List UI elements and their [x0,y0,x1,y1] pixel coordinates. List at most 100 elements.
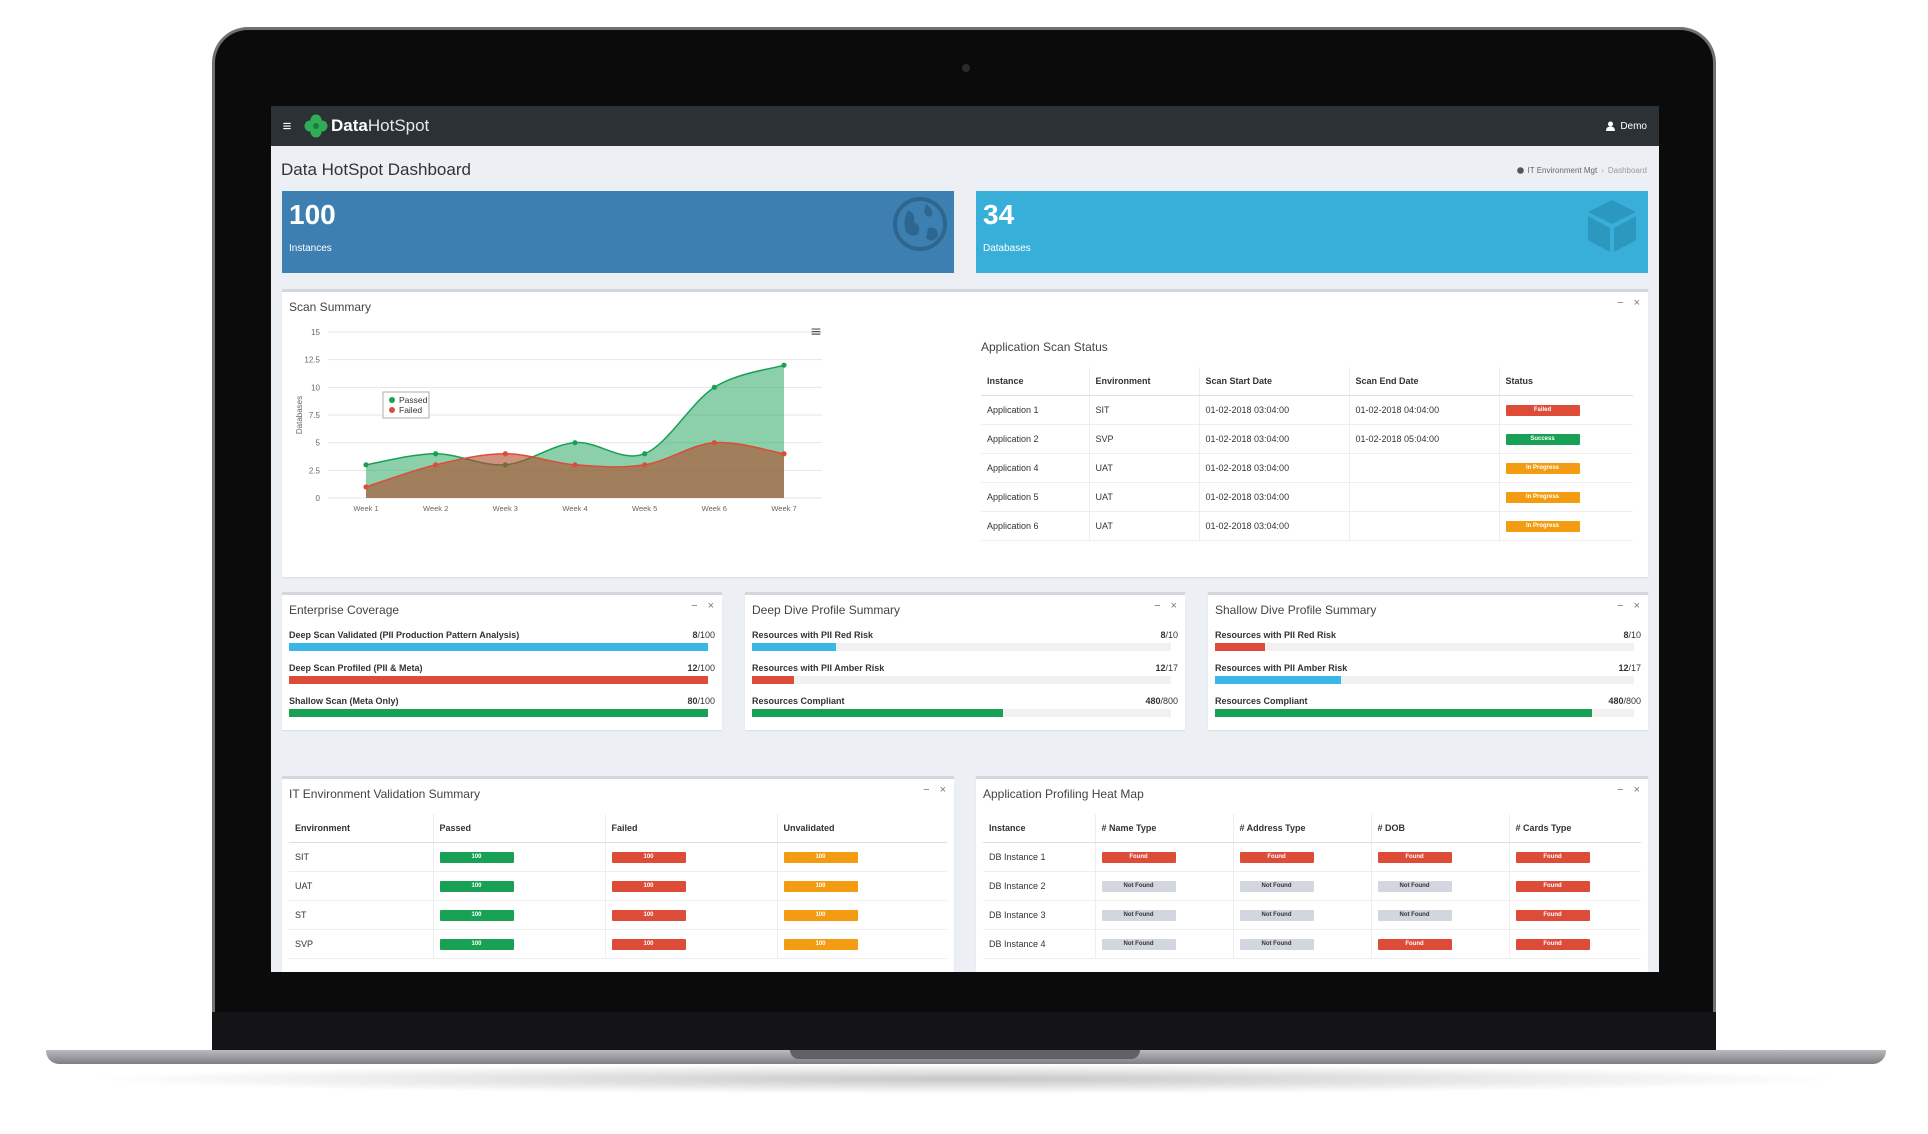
laptop-shadow [80,1064,1850,1094]
progress-value: 8 [1623,630,1629,640]
data-point[interactable] [502,451,508,457]
progress-track [289,709,708,717]
data-point[interactable] [711,440,717,446]
table-row[interactable]: Application 6 UAT 01-02-2018 03:04:00 In Pr… [981,511,1633,541]
close-icon[interactable]: × [1633,297,1640,309]
data-point[interactable] [642,451,648,457]
close-icon[interactable]: × [1633,600,1640,612]
env-validation-panel: IT Environment Validation Summary − × En… [282,776,954,972]
table-row[interactable]: DB Instance 3 Not Found Not Found Not Found… [983,900,1641,930]
progress-track [752,709,1171,717]
data-point[interactable] [781,362,787,368]
environment-cell: UAT [1089,453,1200,483]
column-header[interactable]: Instance [983,814,1096,843]
legend-label[interactable]: Failed [399,405,422,415]
heat-cell: Found [1509,900,1641,930]
progress-track [1215,643,1634,651]
data-point[interactable] [363,462,369,468]
app-logo[interactable]: Data HotSpot [303,113,429,139]
close-icon[interactable]: × [1170,600,1177,612]
globe-icon [893,197,947,251]
column-header[interactable]: # Cards Type [1509,814,1641,843]
data-point[interactable] [642,462,648,468]
logo-text-bold: Data [331,116,368,135]
data-point[interactable] [711,384,717,390]
column-header[interactable]: Unvalidated [777,814,947,843]
found-badge: Found [1377,939,1452,950]
minimize-icon[interactable]: − [691,600,698,612]
legend-label[interactable]: Passed [399,395,428,405]
progress-count: 12/17 [1155,663,1178,673]
column-header[interactable]: Passed [433,814,606,843]
close-icon[interactable]: × [939,784,946,796]
failed-badge: 100 [611,910,686,921]
status-badge: Success [1505,434,1580,445]
scan-summary-panel: Scan Summary − × 0 2.5 5 7.5 10 12.5 15 Week 1 W… [282,289,1648,577]
table-row[interactable]: Application 1 SIT 01-02-2018 03:04:00 01-02… [981,395,1633,425]
table-row[interactable]: Application 5 UAT 01-02-2018 03:04:00 In Pr… [981,482,1633,512]
minimize-icon[interactable]: − [1617,297,1624,309]
table-row[interactable]: SIT 100 100 100 [289,842,947,872]
databases-info-box[interactable]: 34 Databases [976,191,1648,273]
panel-title: Application Profiling Heat Map [983,787,1144,801]
instances-info-box[interactable]: 100 Instances [282,191,954,273]
progress-total: /100 [697,696,715,706]
y-axis-label: Databases [295,396,304,434]
column-header[interactable]: Status [1499,367,1633,396]
x-tick-label: Week 3 [493,504,518,513]
panel-tools: − × [1617,784,1640,796]
chart-menu-icon[interactable]: ≡ [810,324,822,340]
panel-tools: − × [1617,297,1640,309]
column-header[interactable]: Scan End Date [1349,367,1500,396]
instance-cell: DB Instance 3 [983,900,1096,930]
y-tick-label: 2.5 [309,466,321,475]
column-header[interactable]: Environment [289,814,434,843]
data-point[interactable] [363,484,369,490]
table-row[interactable]: Application 2 SVP 01-02-2018 03:04:00 01-02… [981,424,1633,454]
logo-text-light: HotSpot [367,116,430,135]
y-tick-label: 12.5 [304,356,320,365]
column-header[interactable]: Scan Start Date [1199,367,1350,396]
heat-cell: Found [1509,871,1641,901]
close-icon[interactable]: × [1633,784,1640,796]
minimize-icon[interactable]: − [923,784,930,796]
minimize-icon[interactable]: − [1617,784,1624,796]
x-tick-label: Week 6 [702,504,727,513]
column-header[interactable]: # DOB [1371,814,1510,843]
close-icon[interactable]: × [707,600,714,612]
data-point[interactable] [781,451,787,457]
failed-cell: 100 [605,900,778,930]
table-row[interactable]: DB Instance 1 Found Found Found Found [983,842,1641,872]
progress-value: 12 [687,663,698,673]
table-row[interactable]: SVP 100 100 100 [289,929,947,959]
instance-cell: DB Instance 1 [983,842,1096,872]
progress-label: Resources with PII Red Risk [1215,630,1337,640]
column-header[interactable]: # Name Type [1095,814,1234,843]
table-row[interactable]: UAT 100 100 100 [289,871,947,901]
unvalidated-cell: 100 [777,929,947,959]
hamburger-menu-icon[interactable]: ≡ [282,117,292,135]
passed-badge: 100 [439,881,514,892]
breadcrumb-parent[interactable]: IT Environment Mgt [1527,166,1598,175]
table-row[interactable]: DB Instance 4 Not Found Not Found Found Foun… [983,929,1641,959]
progress-total: /800 [1623,696,1641,706]
scan-start-cell: 01-02-2018 03:04:00 [1199,482,1350,512]
column-header[interactable]: Instance [981,367,1090,396]
column-header[interactable]: Environment [1089,367,1200,396]
data-point[interactable] [572,440,578,446]
user-menu[interactable]: Demo [1606,106,1647,146]
table-row[interactable]: DB Instance 2 Not Found Not Found Not Found… [983,871,1641,901]
table-row[interactable]: Application 4 UAT 01-02-2018 03:04:00 In Pr… [981,453,1633,483]
minimize-icon[interactable]: − [1617,600,1624,612]
scan-summary-chart: 0 2.5 5 7.5 10 12.5 15 Week 1 Week 2 Week 3 Week 4… [295,324,822,513]
deep-dive-profile-panel: Deep Dive Profile Summary − × Resources … [745,592,1185,730]
column-header[interactable]: # Address Type [1233,814,1372,843]
data-point[interactable] [433,451,439,457]
minimize-icon[interactable]: − [1154,600,1161,612]
data-point[interactable] [572,462,578,468]
table-row[interactable]: ST 100 100 100 [289,900,947,930]
column-header[interactable]: Failed [605,814,778,843]
data-point[interactable] [433,462,439,468]
env-validation-table: Environment Passed Failed Unvalidated SI… [289,814,947,959]
environment-cell: UAT [1089,511,1200,541]
